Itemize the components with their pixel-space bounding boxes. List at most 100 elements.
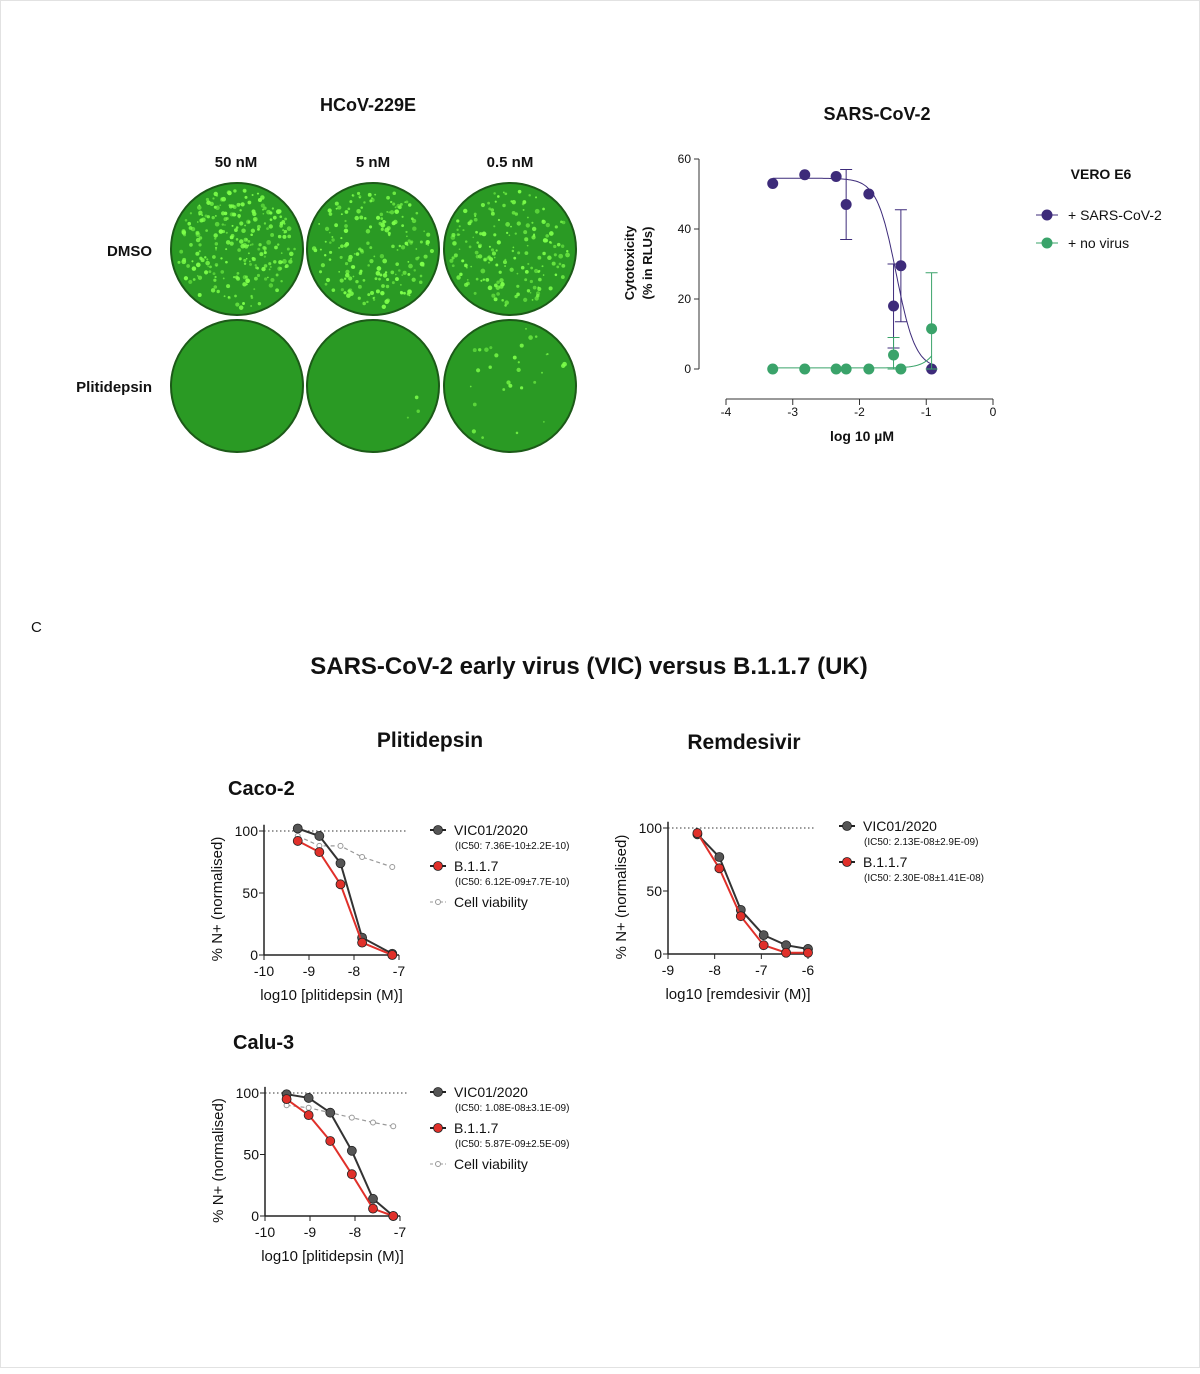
x-axis-label: log10 [plitidepsin (M)] [260,987,403,1004]
infection-spot [490,248,495,252]
viability-point [305,1104,312,1111]
legend-marker [1041,209,1053,221]
legend-ic50: (IC50: 7.36E-10±2.2E-10) [455,841,569,852]
infection-spot [493,256,496,259]
infection-spot [232,212,237,217]
infection-spot [469,385,472,388]
infection-spot [198,243,202,247]
legend-marker [433,861,443,871]
infection-spot [256,192,260,195]
infection-spot [181,259,187,265]
vero-x-label: log 10 µM [830,428,894,444]
infection-spot [328,258,332,261]
infection-spot [508,383,513,388]
infection-spot [213,191,218,197]
infection-spot [558,253,564,259]
legend-label: + SARS-CoV-2 [1068,207,1162,223]
infection-spot [213,205,217,209]
infection-spot [526,244,529,247]
legend-marker [842,857,852,867]
infection-spot [195,251,200,256]
infection-spot [195,232,201,238]
x-tick-label: -8 [349,1224,362,1240]
infection-spot [463,208,468,214]
infection-spot [384,227,390,233]
infection-spot [340,236,343,240]
y-tick-label: 100 [236,1085,260,1101]
infection-spot [226,284,231,289]
infection-spot [456,228,459,232]
infection-spot [190,226,196,232]
infection-spot [475,230,478,234]
infection-spot [502,260,508,265]
infection-spot [426,232,431,237]
infection-spot [356,208,361,214]
infection-spot [398,244,402,248]
infection-spot [408,203,412,207]
legend-marker [1041,237,1053,249]
infection-spot [198,213,201,216]
infection-spot [525,327,527,330]
infection-spot [357,284,362,289]
infection-spot [531,226,537,232]
infection-spot [263,206,267,210]
infection-spot [378,277,381,281]
data-point [714,863,725,874]
infection-spot [362,301,366,306]
infection-spot [226,190,231,195]
data-point [758,930,769,940]
infection-spot [235,226,239,229]
infection-spot [279,215,283,219]
infection-spot [399,283,402,286]
infection-spot [480,268,486,274]
infection-spot [287,234,292,239]
infection-spot [496,280,500,284]
calu3-plitidepsin-chart: 0 50 100 -10 -9 -8 -7 log10 [plitidepsin (M)] % … [210,1084,569,1265]
infection-spot [524,278,528,282]
infection-spot [270,233,275,237]
infection-spot [379,212,384,217]
infection-spot [375,215,381,220]
infection-spot [347,257,353,263]
infection-spot [357,248,360,251]
infection-spot [214,242,219,246]
column-title-plitidepsin: Plitidepsin [377,729,483,752]
infection-spot [331,238,335,242]
infection-spot [262,246,267,250]
infection-spot [277,234,282,239]
infection-spot [225,217,229,221]
infection-spot [400,291,404,295]
infection-spot [524,237,529,242]
infection-spot [405,200,409,204]
infection-spot [257,301,262,306]
infection-spot [396,203,401,209]
infection-spot [280,279,283,283]
legend-ic50: (IC50: 2.13E-08±2.9E-09) [864,837,978,848]
infection-spot [537,286,542,292]
infection-spot [524,269,529,274]
infection-spot [205,260,210,266]
infection-spot [319,248,322,251]
infection-spot [493,297,498,302]
legend-label: B.1.1.7 [863,854,908,870]
infection-spot [343,291,347,295]
infection-spot [384,271,388,274]
infection-spot [344,262,349,266]
infection-spot [241,228,246,233]
infection-spot [250,228,256,233]
infection-spot [429,248,435,254]
infection-spot [496,292,500,296]
infection-spot [184,219,188,222]
panel-c-title: SARS-CoV-2 early virus (VIC) versus B.1.… [310,653,868,680]
data-point [830,363,842,375]
data-point [335,858,346,869]
legend-label: VIC01/2020 [454,822,528,838]
x-tick-label: -6 [802,962,815,978]
infection-spot [395,262,399,266]
col-label-5nm: 5 nM [356,154,390,171]
col-label-50nm: 50 nM [215,154,258,171]
infection-spot [554,273,558,277]
infection-spot [239,258,242,261]
infection-spot [453,253,458,258]
infection-spot [238,203,241,206]
